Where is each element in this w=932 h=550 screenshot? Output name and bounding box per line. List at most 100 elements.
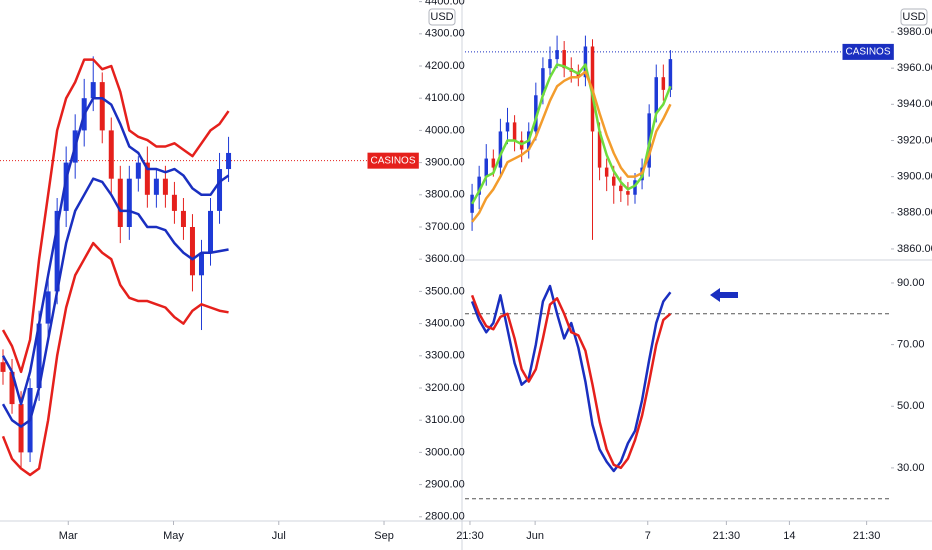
candle-body — [612, 176, 616, 186]
candle-body — [562, 50, 566, 69]
y-tick-label: 90.00 — [897, 277, 925, 289]
candle-body — [604, 167, 609, 177]
indicator-line — [1, 241, 229, 477]
candle-body — [180, 210, 186, 227]
candle-body — [189, 226, 195, 276]
candle-body — [198, 252, 204, 276]
candle-body — [63, 162, 69, 211]
candle-body — [555, 50, 559, 60]
candle-body — [171, 194, 177, 211]
price-line-tag — [842, 43, 894, 60]
y-tick-label: 3000.00 — [425, 446, 465, 458]
y-tick-label: 3700.00 — [425, 221, 465, 233]
indicator-line — [1, 58, 230, 374]
candle-body — [135, 162, 141, 179]
y-tick-label: 3100.00 — [425, 414, 465, 426]
axis-unit-box — [900, 8, 928, 26]
y-tick-label: 3500.00 — [425, 285, 465, 297]
candle-body — [505, 122, 510, 132]
y-tick-label: 30.00 — [897, 462, 925, 474]
x-tick-label: Jul — [272, 530, 286, 542]
candle-body — [153, 178, 159, 195]
candle-body — [470, 194, 474, 213]
y-tick-label: 2900.00 — [425, 478, 465, 490]
candle-body — [54, 210, 60, 292]
price-line-label: CASINOS — [370, 155, 415, 166]
y-tick-label: 3920.00 — [897, 134, 932, 146]
price-line-tag — [367, 152, 419, 169]
candle-body — [99, 82, 105, 131]
candle-body — [597, 131, 602, 168]
candle-body — [9, 371, 15, 405]
indicator-line — [470, 63, 672, 205]
candle-body — [626, 191, 630, 195]
y-tick-label: 3200.00 — [425, 382, 465, 394]
candle-body — [668, 59, 673, 90]
y-tick-label: 70.00 — [897, 339, 925, 351]
candle-body — [491, 158, 496, 168]
y-tick-label: 3860.00 — [897, 243, 932, 255]
y-tick-label: 4000.00 — [425, 124, 465, 136]
candle-body — [541, 68, 545, 96]
candle-body — [654, 77, 658, 114]
candle-body — [548, 59, 552, 69]
candle-body — [45, 291, 51, 324]
y-tick-label: 2800.00 — [425, 511, 465, 523]
candle-body — [633, 180, 637, 195]
x-tick-label: 21:30 — [456, 530, 484, 542]
candle-body — [36, 323, 42, 388]
y-tick-label: 3880.00 — [897, 207, 932, 219]
y-tick-label: 3400.00 — [425, 317, 465, 329]
candle-body — [534, 95, 538, 132]
candle-body — [208, 210, 214, 253]
axis-unit: USD — [430, 11, 453, 23]
candle-body — [126, 178, 132, 227]
x-tick-label: 21:30 — [853, 530, 881, 542]
candle-body — [144, 162, 150, 195]
y-tick-label: 3980.00 — [897, 26, 932, 38]
y-tick-label: 4400.00 — [425, 0, 465, 8]
y-tick-label: 4300.00 — [425, 28, 465, 40]
y-tick-label: 3600.00 — [425, 253, 465, 265]
indicator-line — [1, 177, 229, 428]
y-tick-label: 3300.00 — [425, 350, 465, 362]
x-tick-label: 7 — [645, 530, 651, 542]
candle-body — [108, 130, 114, 179]
x-tick-label: Jun — [526, 530, 544, 542]
axis-unit-box — [428, 8, 456, 26]
y-tick-label: 3940.00 — [897, 98, 932, 110]
candle-body — [583, 46, 588, 78]
candle-body — [217, 169, 223, 211]
x-tick-label: 21:30 — [713, 530, 741, 542]
candle-body — [117, 178, 123, 227]
candle-body — [0, 362, 6, 372]
candle-body — [226, 152, 232, 170]
candle-body — [661, 77, 666, 90]
arrow-annotation — [710, 288, 738, 302]
candle-body — [477, 176, 481, 195]
x-tick-label: May — [163, 530, 184, 542]
indicator-line — [1, 96, 230, 406]
candle-body — [512, 122, 517, 141]
axis-unit: USD — [902, 11, 925, 23]
x-tick-label: 14 — [783, 530, 795, 542]
candle-body — [18, 404, 24, 453]
y-tick-label: 4100.00 — [425, 92, 465, 104]
indicator-line — [470, 294, 672, 470]
y-tick-label: 4200.00 — [425, 60, 465, 72]
indicator-line — [470, 284, 672, 473]
y-tick-label: 3800.00 — [425, 189, 465, 201]
y-tick-label: 3900.00 — [897, 171, 932, 183]
y-tick-label: 50.00 — [897, 400, 925, 412]
y-tick-label: 3900.00 — [425, 157, 465, 169]
x-tick-label: Mar — [59, 530, 78, 542]
candle-body — [90, 82, 96, 99]
indicator-line — [471, 70, 672, 223]
candle-body — [162, 178, 168, 195]
y-tick-label: 3960.00 — [897, 62, 932, 74]
candle-body — [619, 185, 623, 192]
x-tick-label: Sep — [374, 530, 394, 542]
price-line-label: CASINOS — [845, 47, 890, 58]
